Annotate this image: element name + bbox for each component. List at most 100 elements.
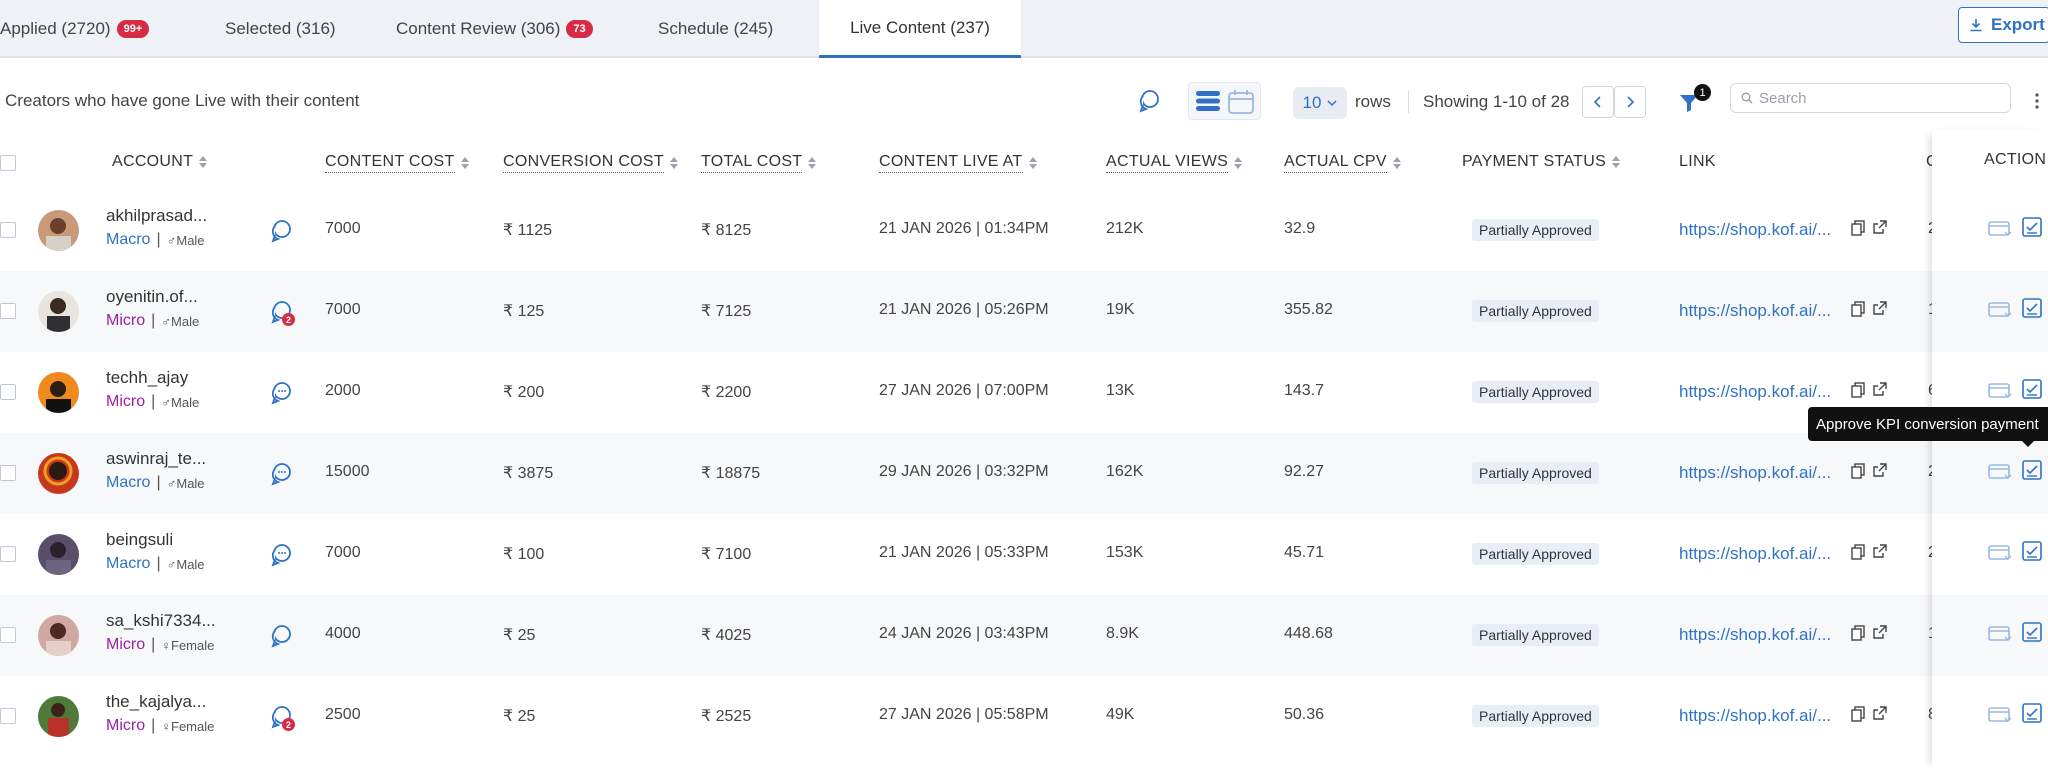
calendar-icon[interactable] (1227, 89, 1255, 115)
tab-applied[interactable]: Applied (2720) 99+ (0, 0, 150, 58)
content-link[interactable]: https://shop.kof.ai/... (1679, 301, 1832, 320)
copy-icon[interactable] (1851, 544, 1865, 560)
payment-icon[interactable] (1988, 382, 2012, 400)
avatar[interactable] (38, 453, 79, 494)
row-checkbox[interactable] (0, 384, 16, 400)
row-checkbox[interactable] (0, 465, 16, 481)
content-link[interactable]: https://shop.kof.ai/... (1679, 220, 1832, 239)
tab-live-content[interactable]: Live Content (237) (819, 0, 1021, 58)
approve-icon[interactable] (2022, 703, 2042, 723)
content-link[interactable]: https://shop.kof.ai/... (1679, 382, 1832, 401)
payment-icon[interactable] (1988, 301, 2012, 319)
row-checkbox[interactable] (0, 708, 16, 724)
row-checkbox[interactable] (0, 222, 16, 238)
col-payment-status[interactable]: PAYMENT STATUS (1462, 153, 1621, 171)
external-link-icon[interactable] (1872, 625, 1887, 640)
copy-icon[interactable] (1851, 382, 1865, 398)
tab-selected[interactable]: Selected (316) (225, 0, 336, 58)
external-link-icon[interactable] (1872, 544, 1887, 559)
filter-button[interactable]: 1 (1678, 84, 1711, 118)
col-total-cost[interactable]: TOTAL COST (701, 153, 817, 173)
copy-icon[interactable] (1851, 625, 1865, 641)
external-link-icon[interactable] (1872, 382, 1887, 397)
col-conversion-cost-label: CONVERSION COST (503, 153, 664, 173)
avatar[interactable] (38, 372, 79, 413)
next-page-button[interactable] (1614, 86, 1646, 118)
chat-button[interactable]: 2 (268, 299, 295, 326)
approve-icon[interactable] (2022, 541, 2042, 561)
prev-page-button[interactable] (1582, 86, 1614, 118)
copy-icon[interactable] (1851, 706, 1865, 722)
row-checkbox[interactable] (0, 627, 16, 643)
col-content-cost[interactable]: CONTENT COST (325, 153, 469, 173)
payment-icon[interactable] (1988, 625, 2012, 643)
external-link-icon[interactable] (1872, 463, 1887, 478)
export-button[interactable]: Export (1958, 7, 2048, 43)
col-account[interactable]: ACCOUNT (112, 153, 208, 171)
total-cost: ₹ 7125 (701, 303, 752, 320)
avatar[interactable] (38, 615, 79, 656)
approve-icon[interactable] (2022, 460, 2042, 480)
account-name[interactable]: beingsuli (106, 530, 174, 549)
approve-icon[interactable] (2022, 298, 2042, 318)
gender-text: Male (176, 475, 205, 491)
account-name[interactable]: techh_ajay (106, 368, 189, 387)
row-checkbox[interactable] (0, 546, 16, 562)
approve-icon[interactable] (2022, 379, 2042, 399)
sort-icon[interactable] (669, 156, 678, 170)
chat-button[interactable] (268, 623, 294, 649)
payment-icon[interactable] (1988, 706, 2012, 724)
approve-icon[interactable] (2022, 217, 2042, 237)
account-name[interactable]: sa_kshi7334... (106, 611, 216, 630)
avatar[interactable] (38, 210, 79, 251)
sort-icon[interactable] (199, 155, 208, 169)
sort-icon[interactable] (460, 156, 469, 170)
account-name[interactable]: oyenitin.of... (106, 287, 198, 306)
external-link-icon[interactable] (1872, 301, 1887, 316)
col-actual-cpv[interactable]: ACTUAL CPV (1284, 153, 1401, 173)
sort-icon[interactable] (1234, 156, 1243, 170)
chat-button[interactable] (268, 542, 294, 568)
account-name[interactable]: aswinraj_te... (106, 449, 207, 468)
chat-icon[interactable] (1136, 88, 1162, 114)
col-conversion-cost[interactable]: CONVERSION COST (503, 153, 678, 173)
kebab-icon[interactable] (2032, 90, 2042, 112)
sort-icon[interactable] (808, 156, 817, 170)
external-link-icon[interactable] (1872, 706, 1887, 721)
content-link[interactable]: https://shop.kof.ai/... (1679, 625, 1832, 644)
select-all-checkbox[interactable] (0, 155, 16, 171)
avatar[interactable] (38, 534, 79, 575)
content-link[interactable]: https://shop.kof.ai/... (1679, 544, 1832, 563)
content-link[interactable]: https://shop.kof.ai/... (1679, 706, 1832, 725)
sort-icon[interactable] (1392, 156, 1401, 170)
account-name[interactable]: akhilprasad... (106, 206, 208, 225)
account-name[interactable]: the_kajalya... (106, 692, 207, 711)
row-checkbox[interactable] (0, 303, 16, 319)
payment-icon[interactable] (1988, 220, 2012, 238)
sort-icon[interactable] (1612, 155, 1621, 169)
search-input[interactable] (1759, 89, 1999, 107)
chat-button[interactable] (268, 461, 294, 487)
tab-content-review[interactable]: Content Review (306) 73 (396, 0, 593, 58)
col-content-live-at[interactable]: CONTENT LIVE AT (879, 153, 1037, 173)
chat-button[interactable]: 2 (268, 704, 295, 731)
payment-icon[interactable] (1988, 463, 2012, 481)
avatar[interactable] (38, 291, 79, 332)
status-badge: Partially Approved (1472, 705, 1599, 727)
copy-icon[interactable] (1851, 220, 1865, 236)
approve-icon[interactable] (2022, 622, 2042, 642)
rows-per-page-select[interactable]: 10 (1293, 87, 1347, 119)
chat-button[interactable] (268, 380, 294, 406)
copy-icon[interactable] (1851, 301, 1865, 317)
account-meta: Micro | ♀Female (106, 636, 214, 654)
sort-icon[interactable] (1028, 156, 1037, 170)
content-link[interactable]: https://shop.kof.ai/... (1679, 463, 1832, 482)
chat-button[interactable] (268, 218, 294, 244)
external-link-icon[interactable] (1872, 220, 1887, 235)
tab-schedule[interactable]: Schedule (245) (658, 0, 773, 58)
col-actual-views[interactable]: ACTUAL VIEWS (1106, 153, 1243, 173)
list-view-icon[interactable] (1195, 89, 1221, 113)
copy-icon[interactable] (1851, 463, 1865, 479)
payment-icon[interactable] (1988, 544, 2012, 562)
avatar[interactable] (38, 696, 79, 737)
